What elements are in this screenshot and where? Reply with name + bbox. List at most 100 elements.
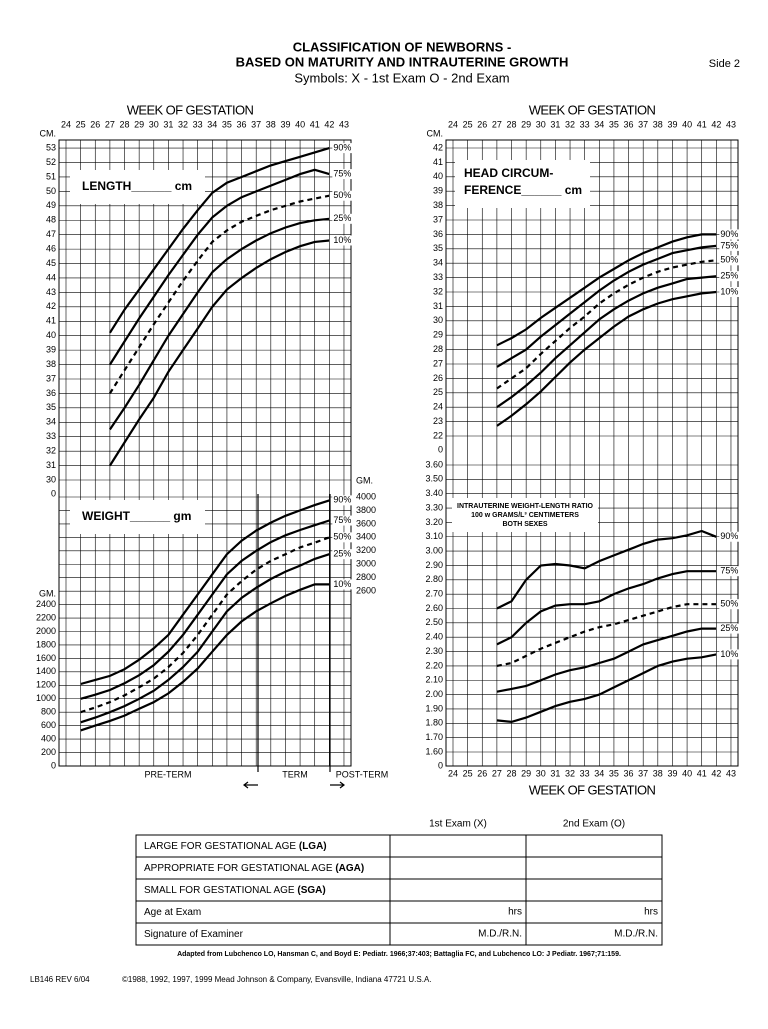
y-tick-label: 27 [433, 358, 443, 368]
y-tick-label: 600 [41, 720, 56, 730]
y-tick-label: 37 [46, 373, 56, 383]
y-tick-label: 2.10 [425, 675, 443, 685]
label-bg [332, 515, 353, 526]
label-bg [719, 649, 740, 660]
arrow [243, 781, 258, 789]
y-tick-label: 37 [433, 214, 443, 224]
x-tick-label: 27 [492, 768, 502, 778]
box-label: HEAD CIRCUM- [464, 166, 553, 180]
y-tick-label: 51 [46, 171, 56, 181]
curve [496, 603, 717, 667]
y-tick-label: 1000 [36, 693, 56, 703]
y-tick-label: 47 [46, 229, 56, 239]
label-bg [719, 271, 740, 282]
y-tick-label: 23 [433, 416, 443, 426]
x-tick-label: 43 [726, 119, 736, 129]
column-header: 2nd Exam (O) [563, 819, 625, 830]
row-label: Signature of Examiner [144, 929, 244, 940]
label-box [70, 170, 205, 204]
x-tick-label: 38 [266, 119, 276, 129]
y-tick-label: 33 [433, 272, 443, 282]
series-label: 75% [333, 168, 351, 178]
label-bg [332, 495, 353, 506]
y-tick-label: 3.40 [425, 488, 443, 498]
box-label: LENGTH______ cm [82, 179, 192, 193]
series-label: 75% [333, 515, 351, 525]
x-tick-label: 34 [594, 119, 604, 129]
x-tick-label: 24 [448, 768, 458, 778]
x-tick-label: 29 [521, 119, 531, 129]
row-abbr: (AGA) [335, 863, 364, 874]
y-tick-label: 3800 [356, 505, 376, 515]
y-tick-label: 29 [433, 330, 443, 340]
y-tick-label: 53 [46, 142, 56, 152]
label-bg [719, 623, 740, 634]
y-tick-label: 34 [46, 417, 56, 427]
label-bg [332, 190, 353, 201]
y-tick-label: 3600 [356, 518, 376, 528]
y-tick-label: 3.60 [425, 459, 443, 469]
y-tick-label: 3.10 [425, 531, 443, 541]
label-bg [332, 169, 353, 180]
y-tick-label: 22 [433, 430, 443, 440]
y-tick-label: 3200 [356, 545, 376, 555]
series-label: 10% [333, 579, 351, 589]
series-label: 10% [720, 649, 738, 659]
y-tick-label: 2200 [36, 612, 56, 622]
y-tick-label: 2.70 [425, 589, 443, 599]
box-label: 100 w GRAMS/L³ CENTIMETERS [471, 512, 579, 519]
x-tick-label: 34 [207, 119, 217, 129]
y-tick-label: 2600 [356, 586, 376, 596]
row-label-text: APPROPRIATE FOR GESTATIONAL AGE [144, 863, 335, 874]
label-box [455, 160, 590, 208]
row-label-text: Signature of Examiner [144, 929, 244, 940]
footer: LB146 REV 6/04 [30, 975, 90, 984]
label-bg [719, 599, 740, 610]
x-tick-label: 37 [638, 768, 648, 778]
x-tick-label: 42 [711, 768, 721, 778]
x-tick-label: 32 [565, 768, 575, 778]
y-tick-label: 39 [433, 186, 443, 196]
term-label: PRE-TERM [145, 769, 192, 779]
term-label: POST-TERM [336, 769, 389, 779]
y-tick-label: 1.70 [425, 732, 443, 742]
series-label: 10% [720, 286, 738, 296]
row-abbr: (LGA) [299, 841, 327, 852]
cell: hrs [644, 907, 658, 918]
y-tick-label: 50 [46, 186, 56, 196]
curve [496, 233, 717, 347]
title: CLASSIFICATION OF NEWBORNS - [293, 39, 512, 54]
x-tick-label: 31 [163, 119, 173, 129]
label-bg [332, 579, 353, 590]
symbols: Symbols: X - 1st Exam O - 2nd Exam [294, 70, 509, 85]
series-label: 50% [333, 532, 351, 542]
y-tick-label: 43 [46, 287, 56, 297]
box-label: INTRAUTERINE WEIGHT-LENGTH RATIO [457, 503, 594, 510]
x-tick-label: 34 [594, 768, 604, 778]
y-tick-label: 42 [433, 142, 443, 152]
x-tick-label: 35 [609, 119, 619, 129]
x-tick-label: 31 [550, 768, 560, 778]
unit: GM. [39, 588, 56, 598]
curve [80, 553, 330, 724]
x-tick-label: 26 [90, 119, 100, 129]
y-tick-label: 1.80 [425, 718, 443, 728]
row-label: SMALL FOR GESTATIONAL AGE (SGA) [144, 885, 326, 896]
x-tick-label: 27 [105, 119, 115, 129]
table-frame [135, 834, 663, 946]
y-tick-label: 46 [46, 243, 56, 253]
x-tick-label: 40 [295, 119, 305, 129]
y-tick-label: 4000 [356, 491, 376, 501]
y-tick-label: 38 [46, 359, 56, 369]
curve [496, 259, 717, 390]
y-tick-label: 30 [46, 474, 56, 484]
label-bg [332, 143, 353, 154]
x-tick-label: 26 [477, 768, 487, 778]
x-tick-label: 28 [120, 119, 130, 129]
y-tick-label: 35 [433, 243, 443, 253]
label-bg [719, 240, 740, 251]
cell: hrs [508, 907, 522, 918]
y-tick-label: 49 [46, 200, 56, 210]
curve [108, 217, 330, 431]
cell: M.D./R.N. [614, 929, 658, 940]
